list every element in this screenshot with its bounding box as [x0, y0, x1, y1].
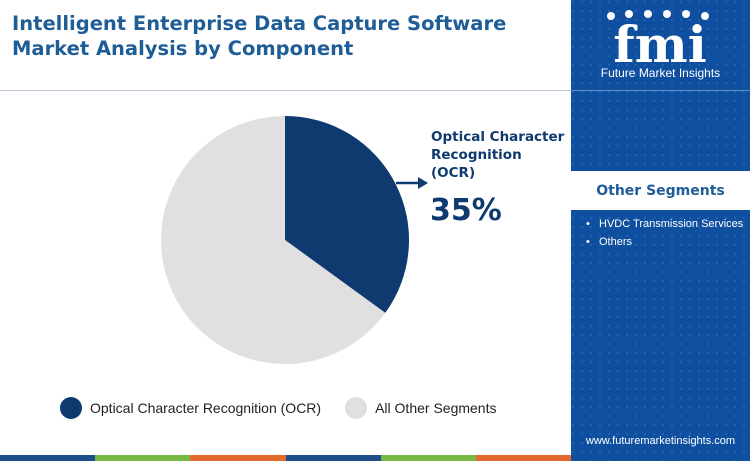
color-bar-segment — [475, 455, 572, 461]
bullet-icon: • — [586, 236, 590, 248]
callout-label-line: (OCR) — [431, 165, 476, 181]
other-segments-title: Other Segments — [596, 182, 725, 199]
dotted-texture — [571, 0, 750, 461]
legend-label-ocr: Optical Character Recognition (OCR) — [90, 400, 322, 416]
page-title: Intelligent Enterprise Data Capture Soft… — [12, 12, 507, 60]
legend-swatch-other — [345, 397, 368, 419]
color-bar-segment — [0, 455, 96, 461]
color-bar-segment — [190, 455, 286, 461]
other-segments-list: • HVDC Transmission Services • Others — [586, 216, 746, 252]
legend-item-ocr: Optical Character Recognition (OCR) — [60, 397, 321, 419]
legend-label-other: All Other Segments — [375, 400, 497, 416]
segment-item-label: Others — [599, 236, 633, 248]
callout-label-line: Recognition — [431, 147, 522, 163]
callout-arrow — [396, 177, 428, 189]
bullet-icon: • — [586, 218, 590, 230]
segment-item: • Others — [586, 234, 746, 250]
segment-item: • HVDC Transmission Services — [586, 216, 746, 232]
logo-caption: Future Market Insights — [600, 66, 721, 80]
fmi-logo: fmi — [607, 10, 709, 74]
color-bar-segment — [380, 455, 476, 461]
pie-slice-other — [160, 116, 386, 364]
side-panel: fmi Future Market Insights — [571, 0, 750, 461]
legend-item-other: All Other Segments — [345, 397, 496, 419]
callout-label-line: Optical Character — [431, 129, 565, 145]
pie-chart — [160, 116, 428, 364]
color-bar-segment — [95, 455, 191, 461]
side-divider — [571, 90, 750, 91]
bottom-color-bar — [0, 455, 572, 461]
logo-text: fmi — [613, 15, 706, 74]
title-divider — [0, 90, 571, 91]
segment-item-label: HVDC Transmission Services — [599, 218, 744, 230]
slice-callout-value: 35% — [430, 193, 502, 228]
website-url[interactable]: www.futuremarketinsights.com — [585, 435, 736, 447]
other-segments-header: Other Segments — [571, 171, 750, 210]
pie-slice-ocr — [285, 116, 409, 313]
chart-legend: Optical Character Recognition (OCR) All … — [60, 396, 520, 420]
color-bar-segment — [285, 455, 381, 461]
slice-callout-label: Optical Character Recognition (OCR) — [431, 128, 581, 182]
legend-swatch-ocr — [60, 397, 82, 419]
